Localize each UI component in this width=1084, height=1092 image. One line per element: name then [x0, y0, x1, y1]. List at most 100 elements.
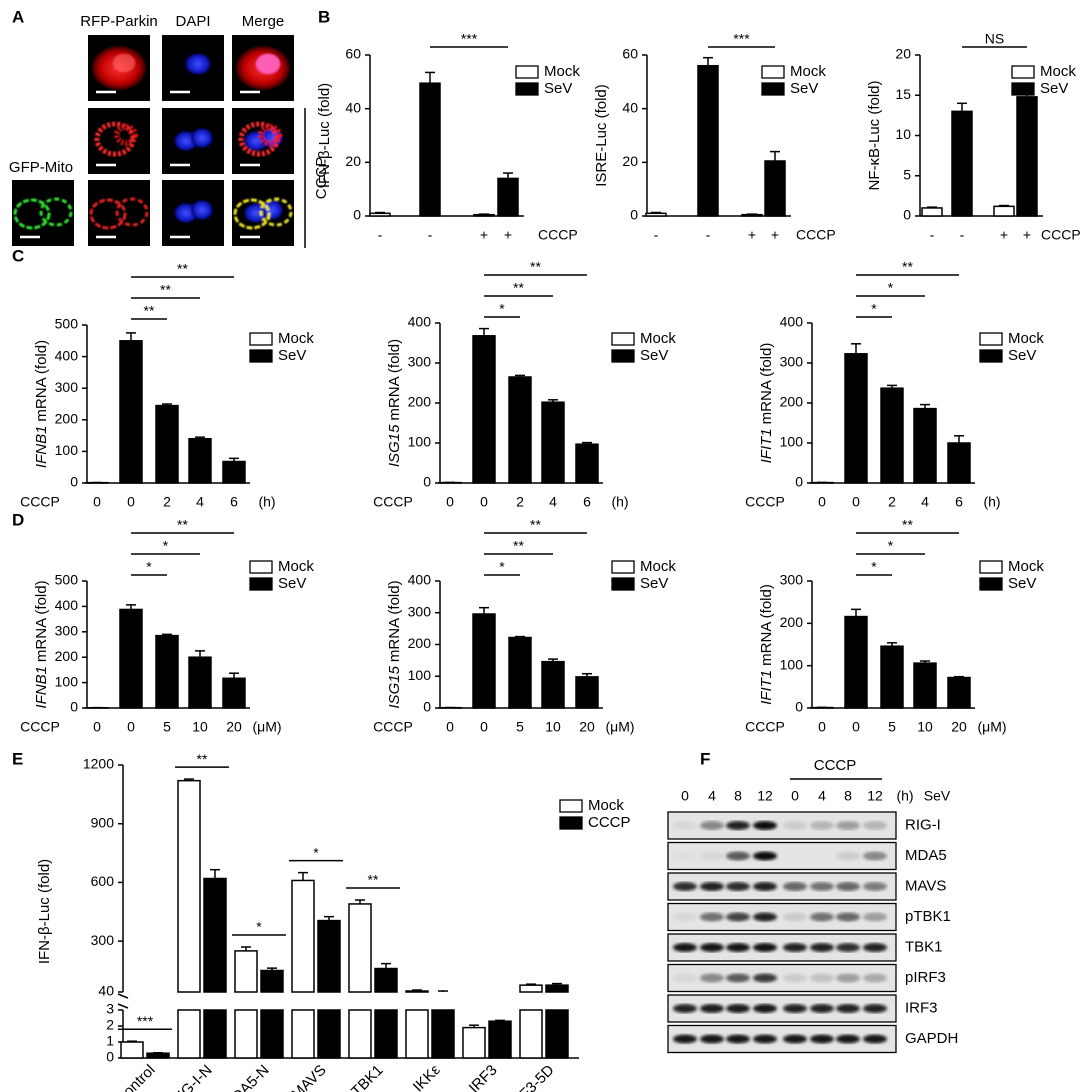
blot-band — [673, 1034, 697, 1044]
micrograph-content — [174, 200, 213, 223]
x-axis-label: CCCP — [20, 494, 60, 510]
significance-label: * — [146, 559, 152, 575]
panel-label: E — [12, 749, 23, 768]
micrograph-content — [238, 121, 283, 157]
micrograph — [12, 180, 74, 246]
legend-swatch — [979, 577, 1003, 591]
legend-label: SeV — [278, 347, 306, 364]
bar — [488, 1020, 512, 1059]
bar — [317, 1009, 341, 1059]
y-tick-label: 0 — [423, 474, 431, 490]
significance-label: ** — [530, 259, 541, 275]
blot-band — [726, 1034, 750, 1044]
x-tick-label: 0 — [93, 494, 101, 510]
blot-band — [726, 973, 750, 983]
blot-band — [836, 821, 860, 830]
x-tick-label: 4 — [549, 494, 557, 510]
x-tick-label: 6 — [955, 494, 963, 510]
legend-swatch — [1011, 65, 1035, 79]
legend-swatch — [249, 349, 273, 363]
x-axis-unit: (h) — [258, 494, 275, 510]
bar — [519, 984, 543, 993]
x-tick-label: - — [706, 227, 711, 243]
cell-signal — [39, 197, 73, 227]
significance-label: * — [499, 559, 505, 575]
blot-band — [783, 882, 807, 891]
blot-band — [783, 973, 807, 983]
y-tick-label: 3 — [106, 1001, 114, 1017]
blot-band — [753, 943, 777, 952]
blot-band — [726, 821, 750, 830]
bar — [844, 353, 868, 484]
lane-label: 4 — [708, 788, 716, 804]
significance-label: * — [163, 538, 169, 554]
y-axis-label: NF-κB-Luc (fold) — [866, 80, 883, 190]
blot-band — [863, 1034, 887, 1044]
blot-band — [673, 912, 697, 922]
legend-label: SeV — [1008, 575, 1036, 592]
bar — [203, 1009, 227, 1059]
y-tick-label: 1 — [106, 1033, 114, 1049]
blot-band — [863, 851, 887, 861]
y-tick-label: 0 — [630, 207, 638, 223]
y-tick-label: 200 — [780, 614, 804, 630]
panel-label: B — [318, 7, 330, 26]
x-tick-label: + — [748, 227, 756, 243]
lane-label: 12 — [757, 788, 773, 804]
bar — [575, 676, 599, 709]
bar — [120, 1041, 144, 1059]
y-tick-label: 300 — [408, 603, 432, 619]
legend-swatch — [979, 349, 1003, 363]
legend-label: Mock — [640, 558, 676, 575]
x-tick-label: - — [378, 227, 383, 243]
cell-signal — [115, 197, 149, 227]
blot-band — [753, 851, 777, 861]
panel-label: D — [12, 510, 24, 529]
x-tick-label: 10 — [917, 719, 933, 735]
blot-band — [673, 1004, 697, 1013]
x-tick-label: 5 — [163, 719, 171, 735]
blot-band — [726, 1004, 750, 1013]
x-tick-label: 10 — [192, 719, 208, 735]
legend-label: Mock — [278, 558, 314, 575]
y-tick-label: 15 — [895, 86, 911, 102]
significance-label: ** — [177, 517, 188, 533]
blot-band — [836, 1034, 860, 1044]
y-tick-label: 300 — [780, 572, 804, 588]
bar — [374, 967, 398, 993]
y-axis-label: IFN-β-Luc (fold) — [316, 83, 333, 188]
significance-label: * — [871, 301, 877, 317]
x-tick-label: - — [428, 227, 433, 243]
blot-band — [836, 973, 860, 983]
blot-band — [726, 943, 750, 952]
x-tick-label: + — [771, 227, 779, 243]
y-tick-label: 600 — [91, 873, 115, 889]
blot-row-label: MAVS — [905, 877, 946, 894]
significance-label: * — [256, 919, 262, 935]
x-tick-label: 4 — [196, 494, 204, 510]
blot-band — [863, 882, 887, 891]
bar — [951, 110, 973, 217]
significance-label: ** — [513, 538, 524, 554]
significance-label: ** — [368, 872, 379, 888]
x-tick-label: - — [654, 227, 659, 243]
x-tick-label: 4 — [921, 494, 929, 510]
bar — [541, 401, 565, 484]
legend-swatch — [559, 799, 583, 813]
significance-label: *** — [137, 1013, 154, 1029]
bar — [119, 608, 143, 709]
blot-band — [863, 973, 887, 983]
y-tick-label: 100 — [55, 442, 79, 458]
x-tick-label: 0 — [818, 494, 826, 510]
bar — [545, 1009, 569, 1059]
legend-label: Mock — [1008, 330, 1044, 347]
blot-row-label: RIG-I — [905, 816, 941, 833]
legend-label: Mock — [278, 330, 314, 347]
significance-label: * — [888, 538, 894, 554]
blot-band — [700, 821, 724, 830]
y-tick-label: 500 — [55, 316, 79, 332]
blot-band — [836, 851, 860, 861]
bar — [993, 205, 1015, 217]
bar — [913, 407, 937, 484]
x-tick-label: + — [1023, 227, 1031, 243]
